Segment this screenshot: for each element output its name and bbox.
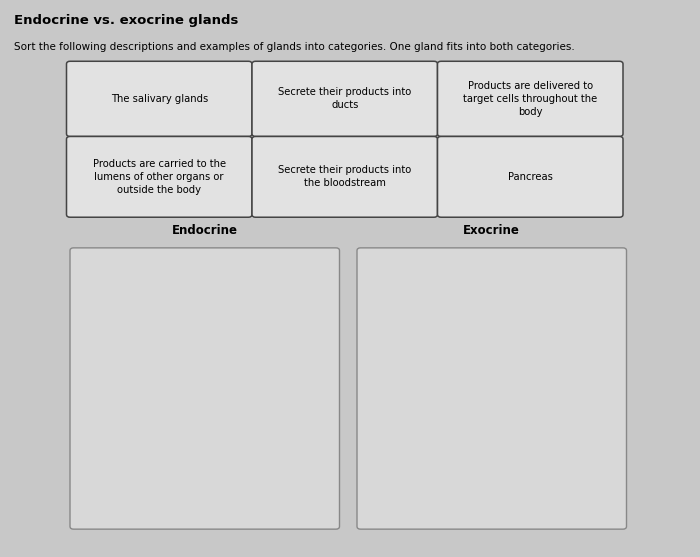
- FancyBboxPatch shape: [438, 136, 623, 217]
- FancyBboxPatch shape: [252, 61, 438, 136]
- Text: Exocrine: Exocrine: [463, 224, 520, 237]
- FancyBboxPatch shape: [66, 61, 252, 136]
- Text: Products are delivered to
target cells throughout the
body: Products are delivered to target cells t…: [463, 81, 597, 117]
- FancyBboxPatch shape: [66, 136, 252, 217]
- Text: Products are carried to the
lumens of other organs or
outside the body: Products are carried to the lumens of ot…: [92, 159, 226, 195]
- Text: Secrete their products into
the bloodstream: Secrete their products into the bloodstr…: [278, 165, 412, 188]
- FancyBboxPatch shape: [252, 136, 438, 217]
- FancyBboxPatch shape: [357, 248, 626, 529]
- Text: Secrete their products into
ducts: Secrete their products into ducts: [278, 87, 412, 110]
- Text: Endocrine: Endocrine: [172, 224, 238, 237]
- Text: Sort the following descriptions and examples of glands into categories. One glan: Sort the following descriptions and exam…: [14, 42, 575, 52]
- FancyBboxPatch shape: [438, 61, 623, 136]
- Text: Pancreas: Pancreas: [508, 172, 553, 182]
- Text: The salivary glands: The salivary glands: [111, 94, 208, 104]
- Text: Endocrine vs. exocrine glands: Endocrine vs. exocrine glands: [14, 14, 239, 27]
- FancyBboxPatch shape: [70, 248, 340, 529]
